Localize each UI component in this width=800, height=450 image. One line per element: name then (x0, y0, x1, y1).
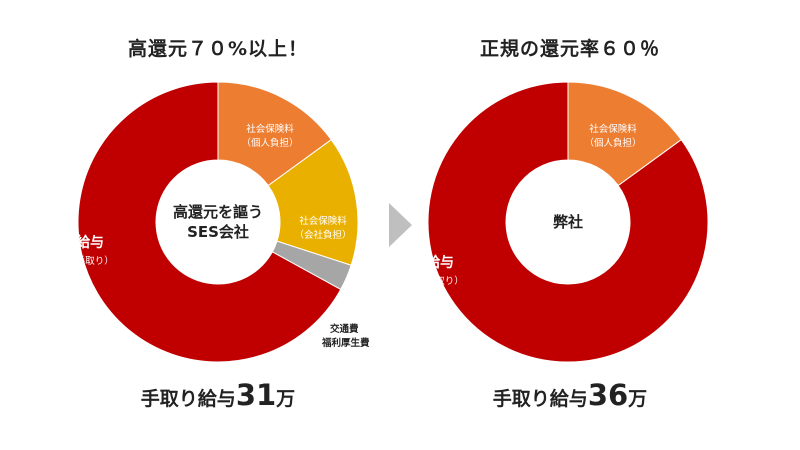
caption-unit: 万 (276, 388, 296, 410)
slice-label: 交通費 (330, 323, 359, 335)
donut-slice (77, 81, 342, 363)
center-label: 弊社 (553, 213, 583, 231)
slice-sublabel: （手取り） (66, 255, 114, 267)
slice-sublabel: （個人負担） (584, 137, 641, 149)
center-label: 高還元を謳う (173, 203, 263, 221)
left-chart-title: 高還元７０%以上！ (127, 38, 309, 60)
slice-label: 給与 (426, 254, 454, 271)
caption-amount: 36 (587, 378, 629, 412)
caption-amount: 31 (235, 378, 277, 412)
slice-sublabel: （個人負担） (241, 137, 298, 149)
slice-sublabel: 福利厚生費 (321, 337, 370, 349)
slice-label: 社会保険料 (299, 215, 347, 227)
donut-slice (267, 139, 359, 266)
donut-hole (156, 160, 280, 284)
caption-prefix: 手取り給与 (140, 388, 236, 410)
left-take-home-caption: 手取り給与31万 (68, 378, 368, 412)
arrow-right-icon (389, 203, 412, 247)
right-donut-chart: 社会保険料 （個人負担） 給与 （手取り） 弊社 (416, 81, 709, 363)
center-label: SES会社 (187, 223, 249, 241)
caption-prefix: 手取り給与 (492, 388, 588, 410)
donut-slice (427, 81, 709, 363)
slice-label: 給与 (76, 234, 104, 251)
slice-sublabel: （会社負担） (294, 229, 351, 241)
donut-hole (506, 160, 630, 284)
right-take-home-caption: 手取り給与36万 (420, 378, 720, 412)
caption-unit: 万 (628, 388, 648, 410)
slice-sublabel: （手取り） (416, 275, 464, 287)
right-chart-title: 正規の還元率６０％ (479, 38, 660, 60)
slice-label: 社会保険料 (246, 123, 294, 135)
slice-label: 社会保険料 (589, 123, 637, 135)
